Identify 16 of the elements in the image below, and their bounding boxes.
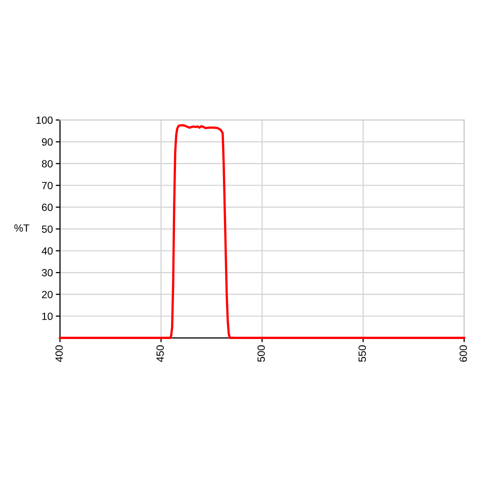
y-tick-label: 90 <box>42 138 53 146</box>
x-tick-label: 400 <box>55 345 63 362</box>
y-tick-label: 70 <box>42 182 53 190</box>
y-tick-label: 10 <box>42 312 53 320</box>
y-tick-label: 100 <box>36 116 53 124</box>
y-tick-label: 80 <box>42 160 53 168</box>
x-tick-label: 600 <box>460 345 467 362</box>
x-tick-label: 550 <box>358 345 366 362</box>
y-tick-label: 20 <box>42 290 53 298</box>
y-tick-label: 40 <box>42 247 53 255</box>
y-tick-label: 30 <box>42 269 53 276</box>
y-tick-label: 60 <box>42 204 53 212</box>
x-tick-label: 500 <box>258 345 265 362</box>
x-tick-label: 450 <box>156 345 164 362</box>
y-axis-title: %T <box>14 224 30 232</box>
y-tick-label: 50 <box>42 225 53 233</box>
